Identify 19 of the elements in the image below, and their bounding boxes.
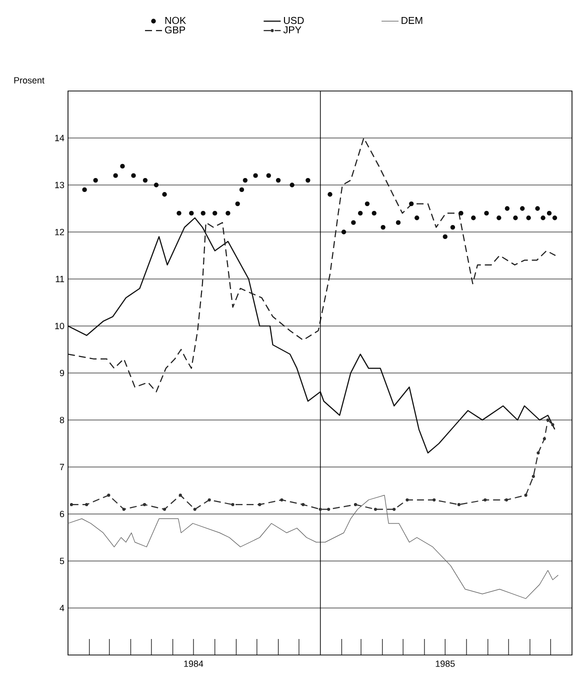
y-tick-label: 8	[60, 416, 64, 424]
legend-label: DEM	[402, 16, 422, 24]
y-tick-label: 6	[60, 510, 64, 518]
y-tick-label: 9	[60, 370, 64, 376]
x-tick-label: 1985	[436, 660, 455, 667]
y-tick-label: 12	[55, 228, 64, 236]
y-tick-label: 5	[60, 558, 64, 564]
legend-label: JPY	[283, 26, 302, 34]
y-tick-label: 14	[55, 134, 64, 142]
y-tick-label: 10	[55, 322, 64, 330]
x-tick-label: 1984	[184, 660, 204, 667]
y-tick-label: 7	[60, 464, 64, 470]
y-tick-label: 4	[60, 604, 64, 612]
y-tick-label: 11	[56, 276, 64, 282]
y-axis-title: Prosent	[14, 77, 44, 84]
y-tick-label: 13	[55, 182, 64, 188]
legend-label: NOK	[165, 16, 186, 24]
legend-label: USD	[284, 16, 304, 24]
legend-label: GBP	[165, 26, 186, 34]
